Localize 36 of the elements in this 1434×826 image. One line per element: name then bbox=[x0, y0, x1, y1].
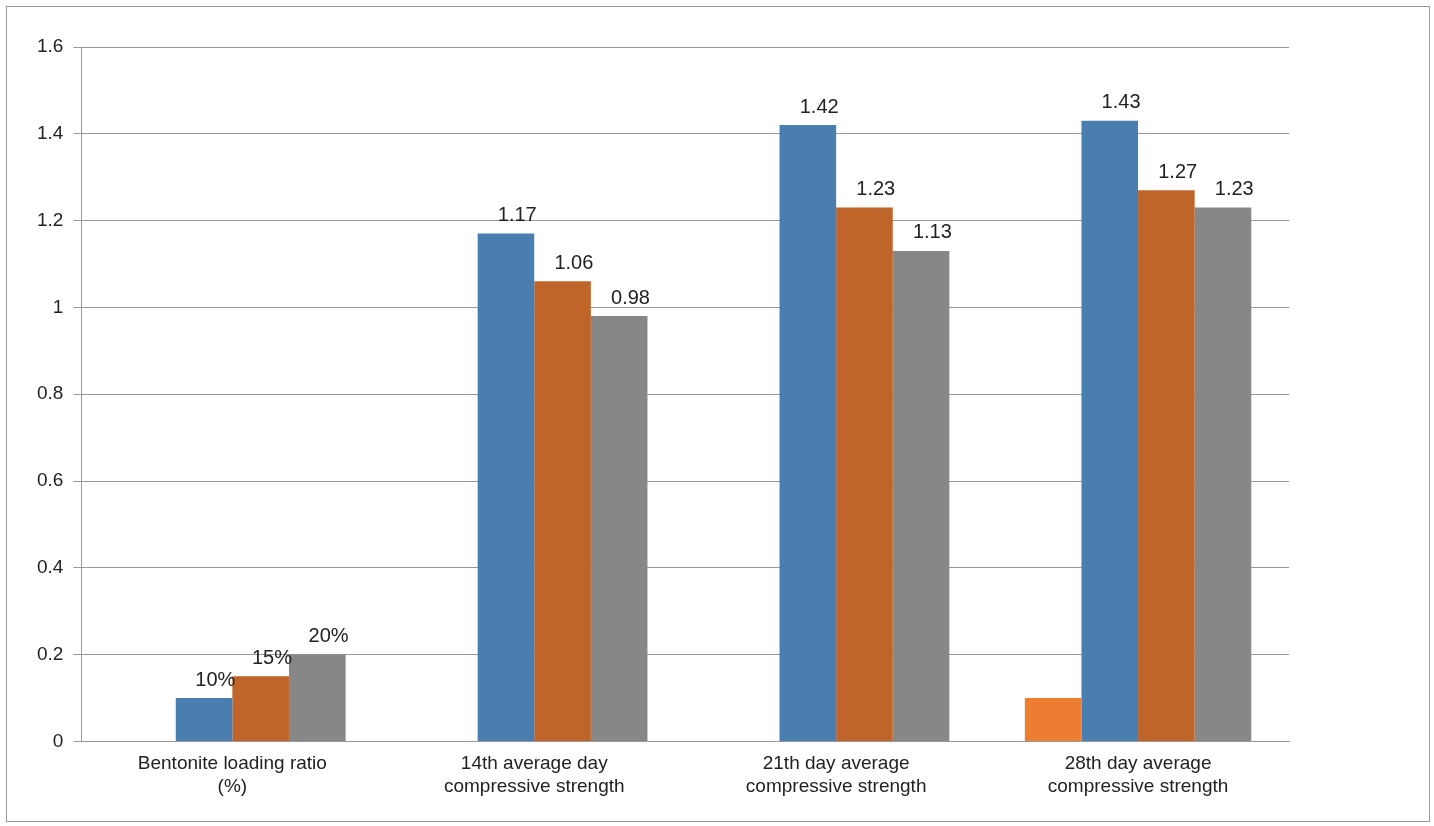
bar bbox=[779, 125, 837, 741]
data-label: 1.43 bbox=[1101, 90, 1141, 113]
y-tick-label: 0.8 bbox=[36, 382, 64, 404]
x-tick-label: Bentonite loading ratio (%) bbox=[137, 752, 327, 796]
data-label: 1.27 bbox=[1158, 159, 1198, 182]
bar bbox=[1081, 120, 1139, 741]
data-label: 1.23 bbox=[856, 177, 896, 200]
x-tick-label: 14th average day compressive strength bbox=[443, 752, 625, 796]
y-tick-label: 1.4 bbox=[36, 122, 64, 144]
bar bbox=[836, 207, 893, 741]
bar bbox=[1194, 207, 1252, 741]
y-tick-label: 1.2 bbox=[36, 208, 64, 230]
bar bbox=[1138, 190, 1195, 741]
y-tick-label: 1 bbox=[52, 295, 64, 317]
bar bbox=[590, 316, 648, 741]
data-label: 10% bbox=[195, 667, 236, 690]
y-tick-label: 0.4 bbox=[36, 556, 64, 578]
data-label: 15% bbox=[251, 645, 293, 668]
bar bbox=[534, 281, 591, 741]
data-label: 1.13 bbox=[912, 220, 952, 243]
data-label: 1.23 bbox=[1214, 177, 1254, 200]
y-tick-label: 0 bbox=[52, 729, 64, 751]
y-tick-label: 0.2 bbox=[36, 642, 64, 664]
y-tick-label: 1.6 bbox=[36, 35, 64, 57]
data-label: 1.17 bbox=[497, 203, 537, 226]
bar bbox=[477, 233, 535, 741]
bar bbox=[1024, 698, 1082, 741]
y-tick-label: 0.6 bbox=[36, 469, 64, 491]
data-label: 1.06 bbox=[554, 250, 594, 273]
x-tick-label: 21th day average compressive strength bbox=[745, 752, 927, 796]
data-label: 0.98 bbox=[611, 285, 650, 308]
x-tick-label: 28th day average compressive strength bbox=[1047, 752, 1229, 796]
data-label: 1.42 bbox=[799, 94, 839, 117]
bar bbox=[175, 698, 233, 741]
bar bbox=[892, 250, 950, 741]
data-label: 20% bbox=[308, 624, 349, 647]
